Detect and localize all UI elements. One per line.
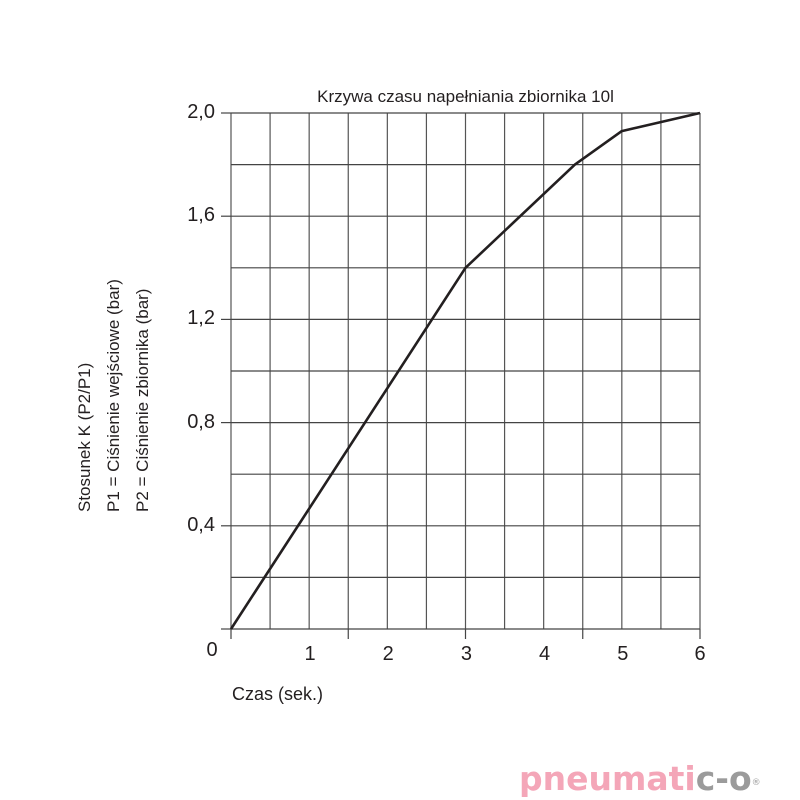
x-tick-label: 2 (382, 643, 394, 665)
chart-grid (230, 112, 701, 630)
registered-mark-icon: ® (751, 778, 761, 788)
logo-text-main: pneumati (519, 759, 696, 798)
x-tick-label: 6 (694, 643, 706, 665)
x-axis-label: Czas (sek.) (232, 684, 324, 704)
x-tick-label: 3 (460, 643, 472, 665)
y-tick-label: 0,8 (187, 410, 215, 433)
pneumatico-logo: pneumatic-o® (519, 762, 761, 796)
origin-label: 0 (206, 639, 218, 661)
chart-title: Krzywa czasu napełniania zbiornika 10l (317, 87, 614, 106)
x-tick-label: 4 (539, 643, 551, 665)
y-tick-label: 2,0 (187, 101, 215, 123)
logo-text-suffix: c-o (695, 759, 752, 798)
fill-time-curve (229, 111, 701, 630)
y-tick-label: 0,4 (187, 513, 215, 536)
x-tick-label: 5 (617, 643, 629, 665)
x-tick-label: 1 (304, 643, 316, 665)
chart-axes (221, 112, 701, 639)
y-tick-label: 1,2 (187, 307, 215, 330)
y-tick-label: 1,6 (187, 204, 215, 227)
